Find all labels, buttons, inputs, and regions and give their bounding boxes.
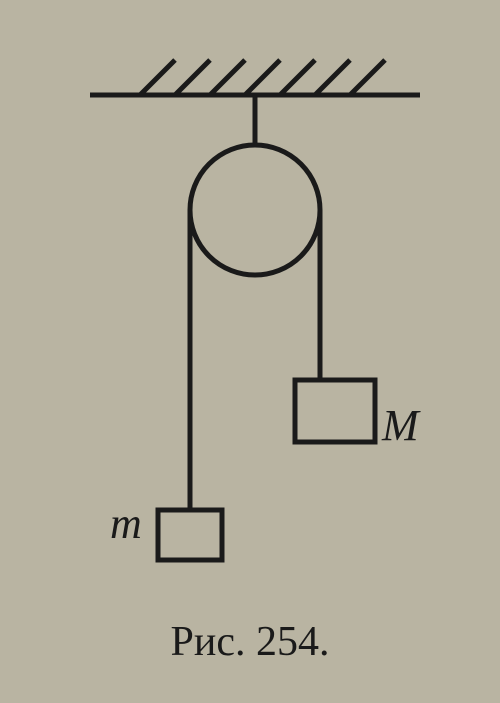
mass-large [295, 380, 375, 442]
pulley-wheel [190, 145, 320, 275]
pulley-diagram [0, 0, 500, 703]
label-mass-small: m [110, 498, 142, 549]
mass-small [158, 510, 222, 560]
figure-caption: Рис. 254. [0, 618, 500, 666]
ceiling-hatch [140, 60, 385, 95]
label-mass-large: M [382, 400, 419, 451]
